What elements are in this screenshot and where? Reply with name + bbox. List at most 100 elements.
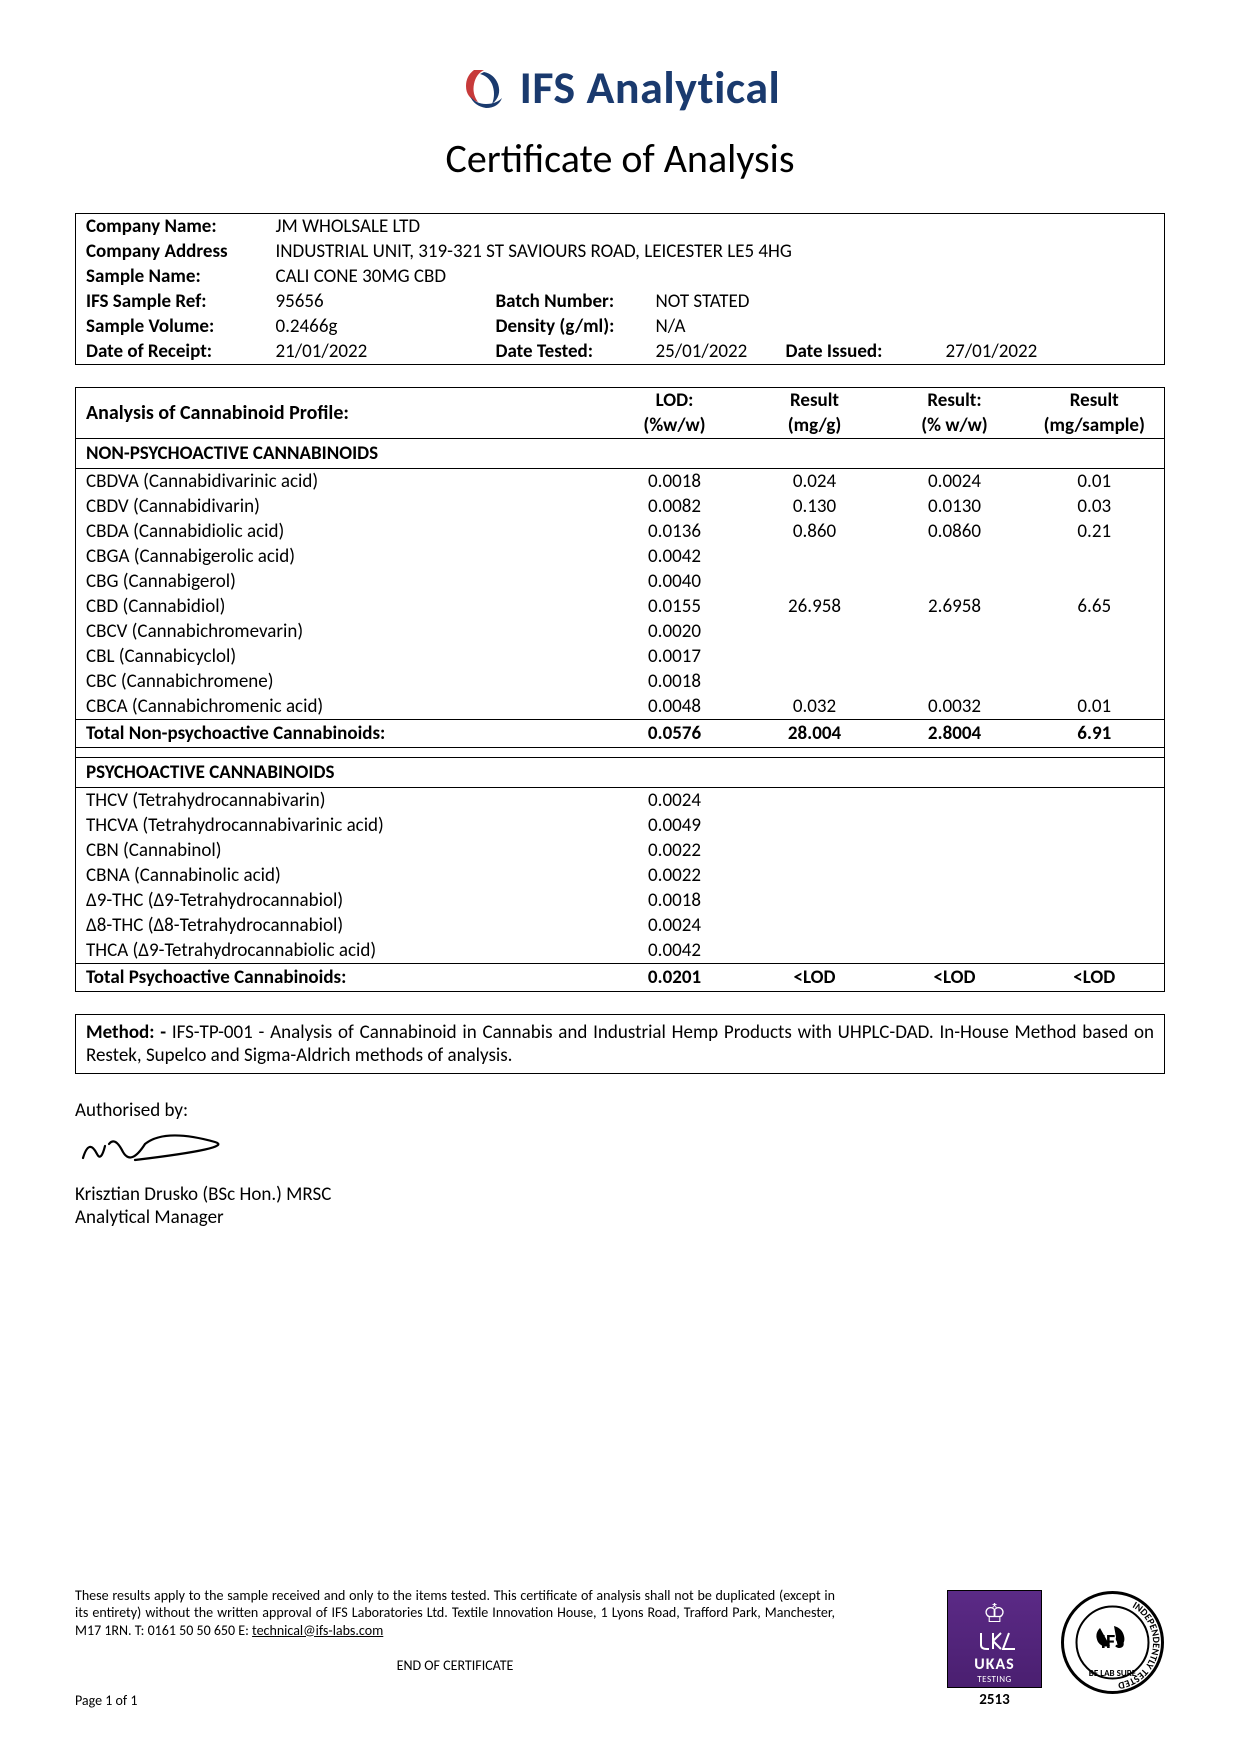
table-row: CBDVA (Cannabidivarinic acid)0.00180.024… [76, 469, 1165, 495]
contact-email-link[interactable]: technical@ifs-labs.com [252, 1622, 383, 1639]
non-total-lod: 0.0576 [605, 720, 745, 748]
signature-icon [75, 1126, 255, 1171]
density-value: N/A [646, 314, 1165, 339]
result-mgsample: 0.01 [1025, 469, 1165, 495]
psy-total-r2: <LOD [885, 964, 1025, 992]
ifs-ref-label: IFS Sample Ref: [76, 289, 266, 314]
result-mgsample [1025, 913, 1165, 938]
table-row: CBCV (Cannabichromevarin)0.0020 [76, 619, 1165, 644]
result-mgsample [1025, 569, 1165, 594]
ukas-badge: ♔ UKAS TESTING 2513 [947, 1590, 1042, 1709]
end-of-certificate: END OF CERTIFICATE [75, 1657, 835, 1674]
volume-value: 0.2466g [266, 314, 486, 339]
non-total-r2: 2.8004 [885, 720, 1025, 748]
crown-icon: ♔ [952, 1597, 1037, 1629]
result-mgsample [1025, 888, 1165, 913]
company-name-label: Company Name: [76, 214, 266, 240]
result-mgg: 0.032 [745, 694, 885, 720]
table-row: THCA (Δ9-Tetrahydrocannabiolic acid)0.00… [76, 938, 1165, 964]
method-label: Method: - [86, 1021, 172, 1044]
result-pct: 2.6958 [885, 594, 1025, 619]
accreditation-badges: ♔ UKAS TESTING 2513 INDEPENDENTLY TESTED… [947, 1590, 1165, 1709]
result-mgg [745, 913, 885, 938]
col-result-pct-2: (% w/w) [885, 413, 1025, 439]
result-pct [885, 569, 1025, 594]
signer-name: Krisztian Drusko (BSc Hon.) MRSC [75, 1183, 1165, 1206]
analyte-name: CBNA (Cannabinolic acid) [76, 863, 605, 888]
svg-text:BE LAB SURE: BE LAB SURE [1089, 1668, 1137, 1679]
lod-value: 0.0018 [605, 888, 745, 913]
tested-value: 25/01/2022 [646, 339, 776, 365]
result-pct [885, 888, 1025, 913]
issued-label: Date Issued: [776, 339, 936, 365]
sample-name-value: CALI CONE 30MG CBD [266, 264, 1165, 289]
result-mgg: 0.024 [745, 469, 885, 495]
issued-value: 27/01/2022 [936, 339, 1165, 365]
result-mgsample [1025, 813, 1165, 838]
sample-info-table: Company Name: JM WHOLSALE LTD Company Ad… [75, 213, 1165, 365]
table-row: CBGA (Cannabigerolic acid)0.0042 [76, 544, 1165, 569]
result-mgsample [1025, 544, 1165, 569]
table-row: CBG (Cannabigerol)0.0040 [76, 569, 1165, 594]
ifs-ref-value: 95656 [266, 289, 486, 314]
result-mgsample [1025, 669, 1165, 694]
psy-total-lod: 0.0201 [605, 964, 745, 992]
analyte-name: CBCV (Cannabichromevarin) [76, 619, 605, 644]
table-row: CBN (Cannabinol)0.0022 [76, 838, 1165, 863]
analysis-title: Analysis of Cannabinoid Profile: [76, 388, 605, 439]
result-pct: 0.0130 [885, 494, 1025, 519]
result-pct [885, 938, 1025, 964]
psy-total-label: Total Psychoactive Cannabinoids: [76, 964, 605, 992]
cannabinoid-analysis-table: Analysis of Cannabinoid Profile: LOD: Re… [75, 387, 1165, 992]
table-row: THCVA (Tetrahydrocannabivarinic acid)0.0… [76, 813, 1165, 838]
col-lod-1: LOD: [605, 388, 745, 414]
section-psychoactive: PSYCHOACTIVE CANNABINOIDS [76, 758, 1165, 788]
method-box: Method: - IFS-TP-001 - Analysis of Canna… [75, 1014, 1165, 1074]
col-lod-2: (%w/w) [605, 413, 745, 439]
result-pct: 0.0032 [885, 694, 1025, 720]
table-row: THCV (Tetrahydrocannabivarin)0.0024 [76, 788, 1165, 814]
analyte-name: THCA (Δ9-Tetrahydrocannabiolic acid) [76, 938, 605, 964]
lod-value: 0.0042 [605, 544, 745, 569]
result-pct [885, 788, 1025, 814]
table-row: Δ8-THC (Δ8-Tetrahydrocannabiol)0.0024 [76, 913, 1165, 938]
col-result-mgg-1: Result [745, 388, 885, 414]
lod-value: 0.0048 [605, 694, 745, 720]
result-mgg [745, 619, 885, 644]
result-mgg [745, 569, 885, 594]
result-mgg: 26.958 [745, 594, 885, 619]
ukas-label: UKAS [952, 1655, 1037, 1674]
document-header: IFS Analytical Certificate of Analysis [75, 60, 1165, 183]
receipt-value: 21/01/2022 [266, 339, 486, 365]
psy-total-r3: <LOD [1025, 964, 1165, 992]
non-total-label: Total Non-psychoactive Cannabinoids: [76, 720, 605, 748]
result-mgsample: 0.03 [1025, 494, 1165, 519]
density-label: Density (g/ml): [486, 314, 646, 339]
analyte-name: CBG (Cannabigerol) [76, 569, 605, 594]
result-mgsample [1025, 838, 1165, 863]
result-mgsample: 0.01 [1025, 694, 1165, 720]
logo-icon [460, 66, 508, 110]
analyte-name: CBDV (Cannabidivarin) [76, 494, 605, 519]
analyte-name: CBDA (Cannabidiolic acid) [76, 519, 605, 544]
disclaimer-text: These results apply to the sample receiv… [75, 1587, 835, 1640]
col-result-mgsample-1: Result [1025, 388, 1165, 414]
col-result-pct-1: Result: [885, 388, 1025, 414]
result-pct [885, 863, 1025, 888]
result-mgg [745, 813, 885, 838]
result-pct [885, 619, 1025, 644]
result-pct [885, 838, 1025, 863]
table-row: CBD (Cannabidiol)0.015526.9582.69586.65 [76, 594, 1165, 619]
result-mgsample [1025, 788, 1165, 814]
lod-value: 0.0049 [605, 813, 745, 838]
tested-label: Date Tested: [486, 339, 646, 365]
result-mgg [745, 938, 885, 964]
brand-logo: IFS Analytical [460, 60, 781, 116]
analyte-name: CBC (Cannabichromene) [76, 669, 605, 694]
analyte-name: Δ8-THC (Δ8-Tetrahydrocannabiol) [76, 913, 605, 938]
signer-title: Analytical Manager [75, 1206, 1165, 1229]
result-mgg [745, 888, 885, 913]
table-row: CBDV (Cannabidivarin)0.00820.1300.01300.… [76, 494, 1165, 519]
non-total-r1: 28.004 [745, 720, 885, 748]
volume-label: Sample Volume: [76, 314, 266, 339]
